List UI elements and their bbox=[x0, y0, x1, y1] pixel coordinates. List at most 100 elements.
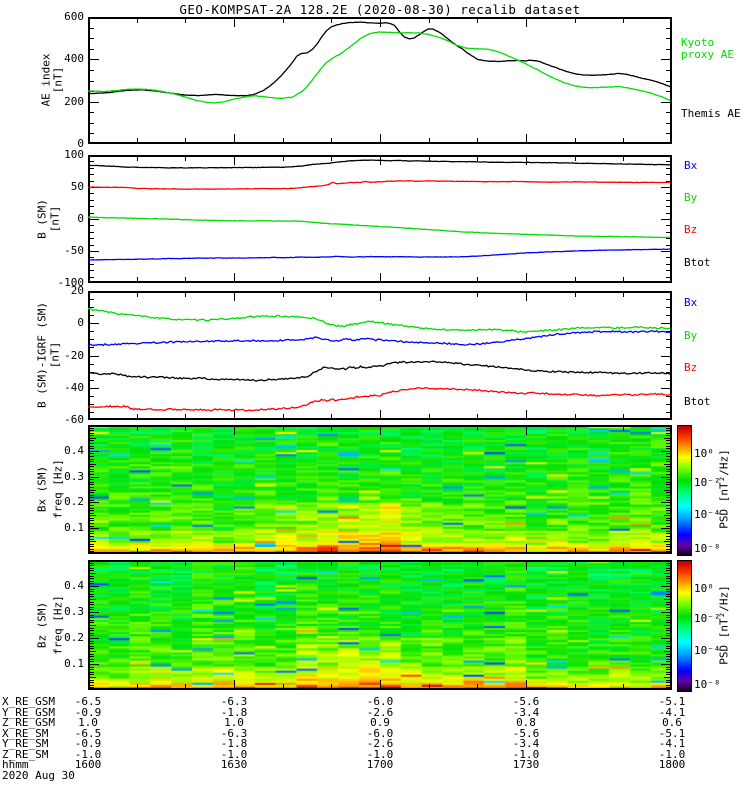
bottom-row-value: 1800 bbox=[658, 758, 686, 772]
bottom-row-label: X_RE_SM bbox=[2, 726, 49, 740]
series-bx bbox=[87, 330, 671, 347]
colorbar-tick-label: 10⁻⁸ bbox=[694, 678, 721, 692]
bottom-row-value: 1700 bbox=[366, 758, 394, 772]
bx-sm-spectrogram bbox=[88, 425, 672, 554]
spec-bx-freq-label: freq [Hz] bbox=[51, 459, 65, 519]
legend-b-btot: Btot bbox=[684, 256, 711, 269]
bottom-row-value: -3.4 bbox=[512, 737, 540, 751]
panel2-axes bbox=[87, 291, 672, 420]
panel3-axes bbox=[88, 425, 672, 554]
legend-digrf-bx: Bx bbox=[684, 296, 698, 309]
bottom-row-value: -1.0 bbox=[220, 747, 248, 761]
bottom-row-value: -1.0 bbox=[366, 747, 394, 761]
bottom-row-value: -1.0 bbox=[74, 747, 102, 761]
legend-b-bz: Bz bbox=[684, 223, 698, 236]
y-tick-label: 0.4 bbox=[64, 579, 84, 592]
series-by bbox=[87, 307, 671, 334]
colorbar-tick-label: 10⁻² bbox=[694, 611, 721, 625]
bottom-row-value: -5.1 bbox=[658, 726, 686, 740]
bottom-row-value: -4.1 bbox=[658, 737, 686, 751]
psd-colorbar bbox=[677, 560, 692, 692]
bottom-row-value: -2.6 bbox=[366, 705, 394, 719]
bottom-row-value: -0.9 bbox=[74, 705, 102, 719]
bz-sm-spectrogram bbox=[88, 560, 672, 690]
y-tick-label: -60 bbox=[64, 413, 84, 426]
bottom-row-value: -0.9 bbox=[74, 737, 102, 751]
ae-axis-unit: [nT] bbox=[51, 66, 65, 94]
chart-title: GEO-KOMPSAT-2A 128.2E (2020-08-30) recal… bbox=[179, 2, 581, 17]
legend-themis-ae: Themis AE bbox=[681, 107, 741, 120]
y-tick-label: 50 bbox=[70, 180, 84, 193]
y-tick-label: 20 bbox=[70, 284, 84, 297]
bottom-row-value: -1.0 bbox=[658, 747, 686, 761]
legend-digrf-bz: Bz bbox=[684, 361, 698, 374]
series-bz bbox=[87, 180, 671, 190]
bottom-row-value: 1630 bbox=[220, 758, 248, 772]
y-tick-label: 400 bbox=[64, 52, 84, 66]
bottom-row-value: -6.5 bbox=[74, 695, 102, 708]
series-btot bbox=[87, 360, 671, 382]
y-tick-label: 0.1 bbox=[64, 521, 84, 535]
y-tick-label: 0.2 bbox=[64, 631, 84, 644]
bottom-row-value: -6.3 bbox=[220, 726, 248, 740]
bottom-row-value: -6.5 bbox=[74, 726, 102, 740]
bottom-row-label: Y_RE_SM bbox=[2, 737, 49, 751]
bottom-row-value: -5.1 bbox=[658, 695, 686, 708]
panel0-axes bbox=[87, 17, 672, 144]
bottom-row-value: -5.6 bbox=[512, 695, 540, 708]
legend-b-by: By bbox=[684, 191, 698, 204]
series-bx bbox=[88, 248, 671, 261]
bottom-row-value: -3.4 bbox=[512, 705, 540, 719]
bottom-row-value: -6.0 bbox=[366, 726, 394, 740]
colorbar-tick-label: 10⁰ bbox=[694, 582, 714, 596]
colorbar-tick-label: 10⁻⁴ bbox=[694, 644, 721, 657]
panel1-axes bbox=[87, 155, 672, 283]
legend-digrf-by: By bbox=[684, 329, 698, 342]
bottom-row-label: Z_RE_SM bbox=[2, 747, 49, 761]
bottom-row-value: -5.6 bbox=[512, 726, 540, 740]
bottom-row-value: 0.6 bbox=[662, 716, 682, 730]
bottom-row-value: 1730 bbox=[512, 758, 540, 772]
y-tick-label: -100 bbox=[57, 276, 85, 289]
psd-colorbar bbox=[677, 425, 692, 556]
legend-digrf-btot: Btot bbox=[684, 395, 711, 408]
bottom-row-value: -4.1 bbox=[658, 705, 686, 719]
spec-bz-freq-label: freq [Hz] bbox=[51, 595, 65, 655]
colorbar-tick-label: 10⁻² bbox=[694, 476, 721, 490]
y-tick-label: 0.2 bbox=[64, 495, 84, 509]
y-tick-label: -20 bbox=[64, 348, 84, 362]
panel4-axes bbox=[88, 560, 672, 690]
y-tick-label: -50 bbox=[64, 244, 84, 257]
series-kyoto-proxy-ae bbox=[87, 31, 671, 104]
bottom-row-value: -1.8 bbox=[220, 705, 248, 719]
y-tick-label: 0.3 bbox=[64, 469, 84, 483]
y-tick-label: 200 bbox=[64, 94, 84, 108]
colorbar-tick-label: 10⁻⁸ bbox=[694, 542, 721, 556]
y-tick-label: -40 bbox=[64, 380, 84, 394]
bottom-row-value: -1.8 bbox=[220, 737, 248, 751]
bottom-row-value: 0.8 bbox=[516, 716, 536, 730]
bottom-row-value: 1600 bbox=[74, 758, 102, 772]
series-by bbox=[87, 216, 671, 239]
bottom-row-value: 1.0 bbox=[224, 716, 244, 730]
bottom-row-value: -6.3 bbox=[220, 695, 248, 708]
date-label: 2020 Aug 30 bbox=[2, 769, 75, 782]
y-tick-label: 0 bbox=[77, 137, 84, 150]
bottom-row-value: -1.0 bbox=[512, 747, 540, 761]
y-tick-label: 0.1 bbox=[64, 657, 84, 670]
series-themis-ae bbox=[87, 21, 671, 97]
y-tick-label: 600 bbox=[64, 10, 84, 23]
y-tick-label: 100 bbox=[64, 148, 84, 161]
y-tick-label: 0 bbox=[77, 316, 84, 330]
bottom-row-label: X_RE_GSM bbox=[2, 695, 55, 708]
bottom-row-value: 0.9 bbox=[370, 716, 390, 730]
series-btot bbox=[88, 159, 671, 169]
bottom-row-value: 1.0 bbox=[78, 716, 98, 730]
y-tick-label: 0.4 bbox=[64, 443, 84, 457]
bottom-row-label: Y_RE_GSM bbox=[2, 705, 55, 719]
bottom-row-value: -6.0 bbox=[366, 695, 394, 708]
colorbar-tick-label: 10⁻⁴ bbox=[694, 508, 721, 522]
legend-b-bx: Bx bbox=[684, 159, 698, 172]
colorbar-tick-label: 10⁰ bbox=[694, 447, 714, 461]
